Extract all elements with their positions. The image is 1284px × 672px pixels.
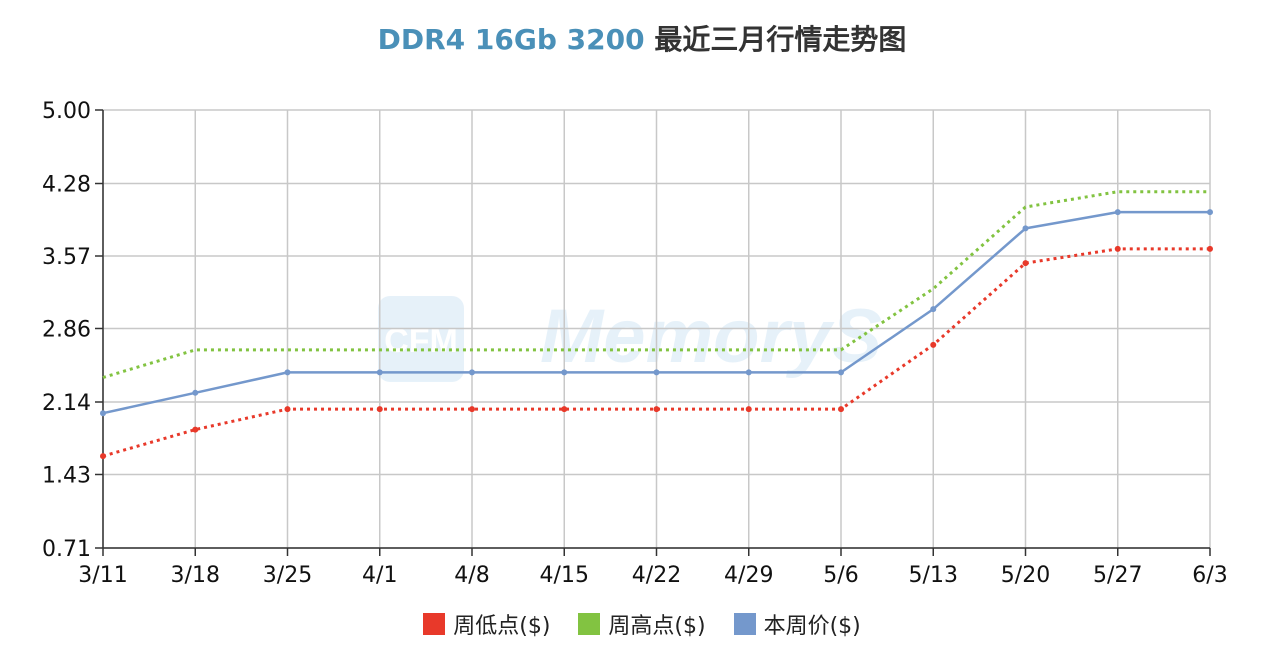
series-2-point-9 — [930, 306, 937, 313]
x-tick-label-3: 4/1 — [362, 563, 397, 588]
y-tick-label-3: 2.86 — [42, 317, 91, 342]
series-2-point-4 — [469, 369, 475, 376]
series-0-point-3 — [376, 406, 383, 413]
series-2-point-2 — [284, 369, 291, 376]
series-0-point-11 — [1114, 245, 1121, 252]
chart-title: DDR4 16Gb 3200 最近三月行情走势图 — [0, 18, 1284, 58]
x-tick-label-7: 4/29 — [724, 563, 773, 588]
series-2-point-7 — [745, 369, 752, 376]
axes: 0.71 1.43 2.14 2.86 3.57 4.28 5.00 3/11 3/18 3/25… — [42, 99, 1228, 588]
legend-swatch-low — [423, 613, 446, 635]
series-2-point-6 — [653, 369, 660, 376]
x-tick-label-4: 4/8 — [454, 563, 489, 588]
y-tick-label-6: 5.00 — [42, 99, 91, 124]
x-tick-label-2: 3/25 — [263, 563, 312, 588]
x-tick-label-6: 4/22 — [632, 563, 681, 588]
series-2-point-3 — [376, 369, 383, 376]
series-0-point-2 — [284, 406, 291, 413]
series-0-point-0 — [100, 453, 106, 460]
legend-label-price: 本周价($) — [763, 614, 861, 639]
watermark-logo: CFM MemoryS — [378, 294, 882, 382]
y-tick-label-0: 0.71 — [42, 537, 91, 562]
legend-item-low[interactable]: 周低点($) — [423, 608, 550, 640]
x-tick-label-12: 6/3 — [1192, 563, 1227, 588]
legend-swatch-high — [578, 613, 601, 635]
series-2-point-0 — [100, 410, 106, 417]
x-tick-label-9: 5/13 — [909, 563, 958, 588]
y-tick-label-4: 3.57 — [42, 245, 91, 270]
grid — [102, 109, 1211, 549]
series-2-point-1 — [192, 389, 199, 396]
legend-item-high[interactable]: 周高点($) — [578, 608, 706, 640]
series-line-1 — [102, 190, 1210, 379]
chart-title-sub: 最近三月行情走势图 — [654, 23, 907, 56]
watermark-badge-text: CFM — [384, 322, 458, 360]
legend-label-low: 周低点($) — [453, 614, 551, 639]
watermark-text: MemoryS — [540, 294, 882, 379]
x-tick-label-8: 5/6 — [823, 563, 858, 588]
series-0-point-5 — [561, 406, 568, 413]
series-2-point-8 — [838, 369, 844, 376]
y-tick-label-2: 2.14 — [42, 391, 91, 416]
x-tick-label-10: 5/20 — [1001, 563, 1050, 588]
x-tick-label-5: 4/15 — [540, 563, 589, 588]
chart-title-main: DDR4 16Gb 3200 — [377, 23, 645, 56]
legend-item-price[interactable]: 本周价($) — [733, 608, 861, 640]
series-0-point-12 — [1207, 245, 1213, 252]
series-0-point-9 — [930, 341, 937, 348]
series-layer — [100, 190, 1213, 460]
x-tick-label-0: 3/11 — [78, 563, 127, 588]
series-2-point-10 — [1022, 225, 1029, 232]
series-2-point-11 — [1114, 209, 1121, 216]
series-2-point-5 — [561, 369, 568, 376]
legend-label-high: 周高点($) — [608, 614, 706, 639]
y-tick-label-5: 4.28 — [42, 173, 91, 198]
series-0-point-8 — [838, 406, 844, 413]
series-0-point-7 — [745, 406, 752, 413]
series-0-point-1 — [192, 426, 199, 433]
series-2-point-12 — [1207, 209, 1213, 216]
watermark-badge — [378, 296, 464, 382]
legend: 周低点($) 周高点($) 本周价($) — [0, 608, 1284, 640]
series-0-point-4 — [469, 406, 475, 413]
y-tick-label-1: 1.43 — [42, 463, 91, 488]
x-tick-label-1: 3/18 — [171, 563, 220, 588]
x-tick-label-11: 5/27 — [1093, 563, 1142, 588]
legend-swatch-price — [733, 613, 756, 635]
series-0-point-6 — [653, 406, 660, 413]
series-0-point-10 — [1022, 260, 1029, 267]
